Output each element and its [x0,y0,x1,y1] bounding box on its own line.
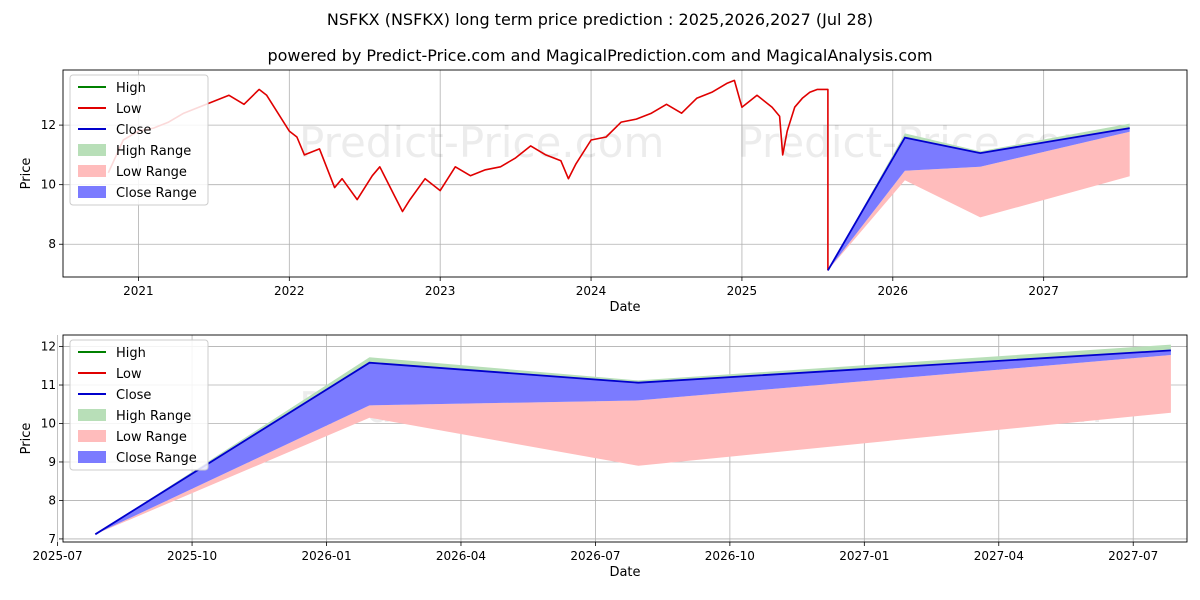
overview-close-range-area [827,128,1130,271]
forecast-legend-label: Low [116,367,142,382]
overview-legend-label: High Range [116,144,191,159]
overview-legend-swatch [78,186,106,198]
overview-legend-label: Low [116,102,142,117]
forecast-xtick-label: 2026-10 [705,549,755,563]
forecast-legend-label: High [116,346,146,361]
forecast-xtick-label: 2027-01 [839,549,889,563]
forecast-ytick-label: 10 [41,416,56,430]
overview-plot-area [107,79,1130,271]
forecast-low-range-area [95,355,1171,535]
forecast-ytick-label: 12 [41,340,56,354]
forecast-frame [62,334,1188,543]
overview-legend-label: High [116,81,146,96]
overview-xtick-label: 2023 [425,284,456,298]
overview-xlabel: Date [609,300,640,315]
forecast-ticks: 2025-07 2025-10 2026-01 2026-04 2026-07 2026-… [33,340,1159,563]
overview-ytick-label: 12 [41,118,56,132]
chart-subtitle: powered by Predict-Price.com and Magical… [267,46,933,65]
forecast-legend-label: High Range [116,409,191,424]
overview-chart: Predict-Price.comPredict-Price.com202120… [19,69,1188,315]
chart-title: NSFKX (NSFKX) long term price prediction… [326,10,874,29]
forecast-legend-swatch [78,451,106,463]
overview-ytick-label: 8 [48,237,56,251]
overview-legend-label: Close Range [116,186,197,201]
forecast-xtick-label: 2025-07 [33,549,83,563]
overview-xtick-label: 2026 [878,284,909,298]
overview-legend-label: Close [116,123,151,138]
forecast-ytick-label: 7 [48,532,56,546]
overview-xtick-label: 2022 [274,284,305,298]
forecast-close-range-area [95,350,1171,535]
forecast-xtick-label: 2026-01 [301,549,351,563]
forecast-legend-label: Low Range [116,430,187,445]
forecast-chart: Predict-Price.comPredict-Price.com2025-0… [19,334,1188,580]
forecast-xtick-label: 2027-04 [974,549,1024,563]
overview-history-line [107,79,829,271]
overview-xtick-label: 2021 [123,284,154,298]
overview-xtick-label: 2025 [727,284,758,298]
overview-xtick-label: 2027 [1028,284,1059,298]
forecast-xtick-label: 2027-07 [1108,549,1158,563]
forecast-xtick-label: 2025-10 [167,549,217,563]
forecast-close-line [94,349,1171,536]
overview-legend-label: Low Range [116,165,187,180]
forecast-xtick-label: 2026-07 [570,549,620,563]
overview-legend: High Low Close High Range Low Range Close Ran… [69,74,209,206]
forecast-legend-label: Close Range [116,451,197,466]
forecast-legend-swatch [78,409,106,421]
overview-frame [62,69,1188,278]
forecast-plot-area [94,344,1171,536]
overview-xtick-label: 2024 [576,284,607,298]
forecast-ytick-label: 9 [48,455,56,469]
forecast-xtick-label: 2026-04 [436,549,486,563]
forecast-ytick-label: 8 [48,493,56,507]
overview-ytick-label: 10 [41,178,56,192]
forecast-ytick-label: 11 [41,378,56,392]
overview-low-range-area [827,131,1130,271]
forecast-legend-swatch [78,430,106,442]
forecast-ylabel: Price [19,423,34,455]
forecast-xlabel: Date [609,565,640,580]
overview-legend-swatch [78,165,106,177]
forecast-legend-label: Close [116,388,151,403]
overview-watermark: Predict-Price.com [299,118,664,167]
overview-close-line [827,127,1130,271]
overview-ylabel: Price [19,158,34,190]
overview-ticks: 2021 2022 2023 2024 2025 2026 2027 8 10 12 [41,118,1059,298]
forecast-legend: High Low Close High Range Low Range Close Ran… [69,339,209,471]
overview-legend-swatch [78,144,106,156]
